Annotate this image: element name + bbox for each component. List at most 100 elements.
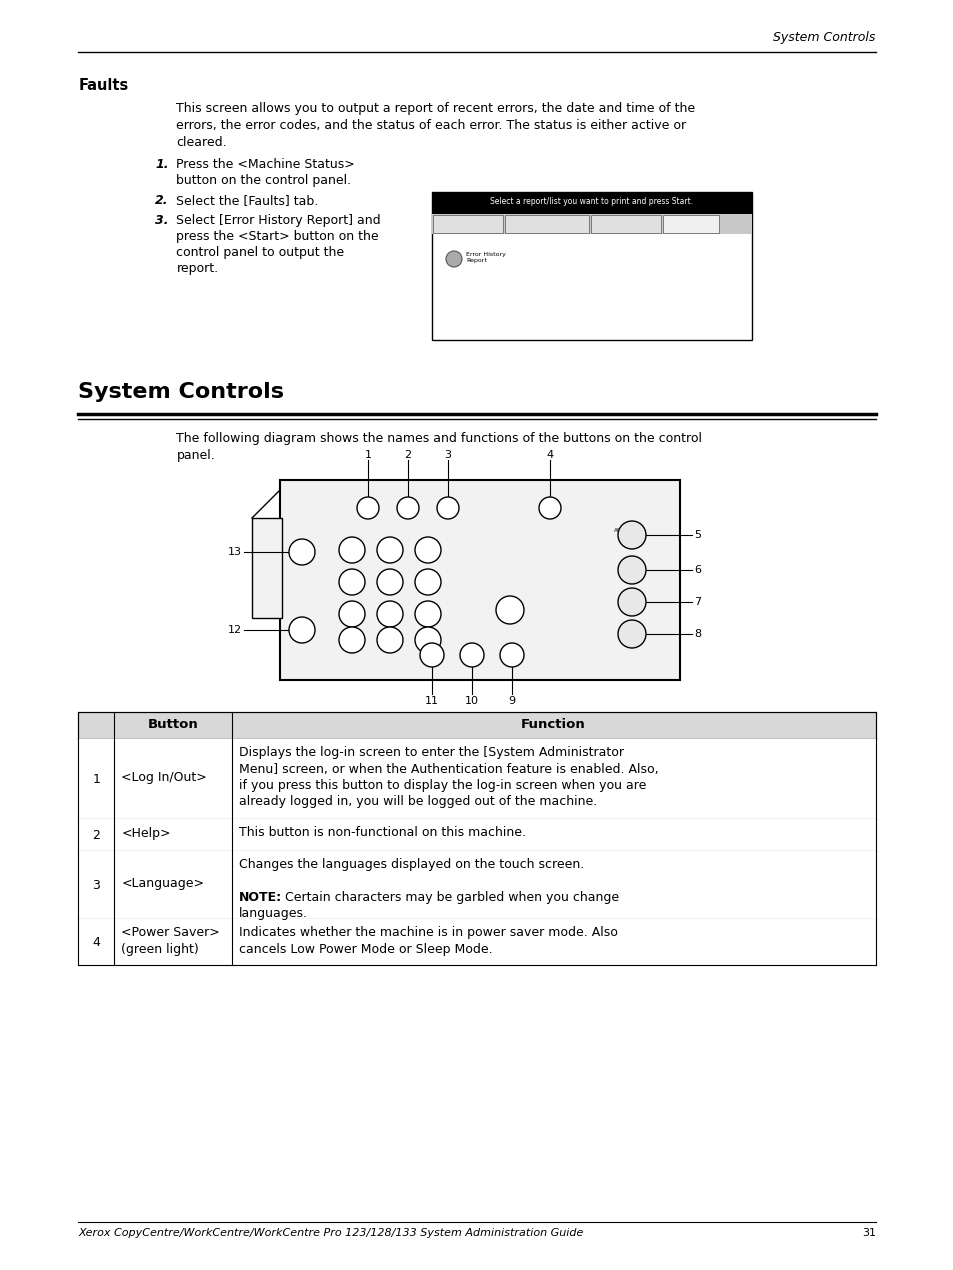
- Bar: [433, 215, 502, 232]
- Text: 3: 3: [444, 450, 451, 460]
- Text: 1: 1: [349, 544, 354, 552]
- Ellipse shape: [356, 497, 378, 519]
- Text: Select [Error History Report] and: Select [Error History Report] and: [176, 215, 380, 227]
- Text: 3: 3: [425, 544, 430, 552]
- Ellipse shape: [415, 537, 440, 563]
- Ellipse shape: [415, 627, 440, 653]
- Text: AC: AC: [614, 528, 621, 533]
- Text: cancels Low Power Mode or Sleep Mode.: cancels Low Power Mode or Sleep Mode.: [239, 942, 493, 955]
- Text: control panel to output the: control panel to output the: [176, 246, 344, 259]
- Text: Error History
Report: Error History Report: [465, 251, 505, 263]
- Ellipse shape: [618, 521, 645, 549]
- Bar: [78, 739, 875, 819]
- Text: Select a report/list you want to print and press Start.: Select a report/list you want to print a…: [490, 197, 693, 206]
- Text: press the <Start> button on the: press the <Start> button on the: [176, 230, 378, 243]
- Text: 6: 6: [425, 577, 430, 585]
- Ellipse shape: [415, 601, 440, 627]
- Ellipse shape: [338, 537, 365, 563]
- Text: report.: report.: [176, 262, 218, 276]
- Ellipse shape: [376, 569, 402, 596]
- Text: Faults: Faults: [682, 217, 699, 222]
- Text: Certain characters may be garbled when you change: Certain characters may be garbled when y…: [281, 892, 618, 904]
- Text: 1: 1: [92, 773, 100, 786]
- Text: panel.: panel.: [176, 450, 215, 462]
- Text: <Language>: <Language>: [121, 878, 204, 890]
- Ellipse shape: [618, 588, 645, 616]
- Text: <Power Saver>: <Power Saver>: [121, 926, 220, 939]
- Ellipse shape: [446, 251, 461, 267]
- Text: 2.: 2.: [154, 194, 169, 207]
- Text: System Controls: System Controls: [773, 30, 875, 44]
- Text: button on the control panel.: button on the control panel.: [176, 174, 352, 187]
- Text: 9: 9: [425, 608, 430, 617]
- Ellipse shape: [459, 643, 483, 667]
- Text: Machine
Status: Machine Status: [456, 217, 479, 227]
- Text: 8: 8: [387, 608, 392, 617]
- Ellipse shape: [376, 627, 402, 653]
- Bar: [78, 919, 875, 965]
- Ellipse shape: [376, 537, 402, 563]
- Ellipse shape: [338, 569, 365, 596]
- Text: 10: 10: [464, 696, 478, 706]
- Text: (green light): (green light): [121, 942, 199, 955]
- Bar: [78, 851, 875, 919]
- Ellipse shape: [338, 627, 365, 653]
- Text: 4: 4: [546, 450, 553, 460]
- Ellipse shape: [419, 643, 443, 667]
- Text: 4: 4: [349, 577, 355, 585]
- Bar: [78, 819, 875, 851]
- Text: 5: 5: [693, 530, 700, 540]
- Text: 8: 8: [693, 629, 700, 639]
- Text: Consumables: Consumables: [607, 217, 644, 222]
- Text: 11: 11: [424, 696, 438, 706]
- Text: Indicates whether the machine is in power saver mode. Also: Indicates whether the machine is in powe…: [239, 926, 618, 939]
- Text: Menu] screen, or when the Authentication feature is enabled. Also,: Menu] screen, or when the Authentication…: [239, 762, 659, 776]
- Ellipse shape: [618, 620, 645, 648]
- Bar: [280, 480, 679, 679]
- Text: cleared.: cleared.: [176, 136, 227, 149]
- Text: Button: Button: [148, 718, 198, 732]
- Text: Select the [Faults] tab.: Select the [Faults] tab.: [176, 194, 318, 207]
- Text: 6: 6: [693, 565, 700, 575]
- Text: errors, the error codes, and the status of each error. The status is either acti: errors, the error codes, and the status …: [176, 119, 686, 132]
- Text: <Log In/Out>: <Log In/Out>: [121, 771, 207, 784]
- Text: 5: 5: [387, 577, 392, 585]
- Text: 9: 9: [508, 696, 515, 706]
- Text: 2: 2: [387, 544, 392, 552]
- Ellipse shape: [289, 538, 314, 565]
- Text: 4: 4: [92, 936, 100, 949]
- Text: 12: 12: [228, 625, 242, 635]
- Text: This button is non-functional on this machine.: This button is non-functional on this ma…: [239, 826, 526, 839]
- Ellipse shape: [415, 569, 440, 596]
- Text: 1.: 1.: [154, 157, 169, 171]
- Text: System Controls: System Controls: [78, 382, 284, 403]
- Text: 7: 7: [349, 608, 355, 617]
- Bar: [590, 215, 660, 232]
- Ellipse shape: [376, 601, 402, 627]
- Text: 2: 2: [404, 450, 411, 460]
- Text: Billing Meter /
Print Report: Billing Meter / Print Report: [528, 217, 565, 227]
- Text: Faults: Faults: [78, 77, 129, 93]
- Text: The following diagram shows the names and functions of the buttons on the contro: The following diagram shows the names an…: [176, 432, 701, 444]
- Bar: [662, 215, 719, 232]
- Text: NOTE:: NOTE:: [239, 892, 282, 904]
- Ellipse shape: [289, 617, 314, 643]
- Ellipse shape: [338, 601, 365, 627]
- Ellipse shape: [496, 596, 523, 624]
- Ellipse shape: [618, 556, 645, 584]
- Ellipse shape: [499, 643, 523, 667]
- Text: languages.: languages.: [239, 908, 308, 921]
- Text: <Help>: <Help>: [121, 827, 171, 839]
- Text: 2: 2: [92, 829, 100, 842]
- Text: Displays the log-in screen to enter the [System Administrator: Displays the log-in screen to enter the …: [239, 745, 623, 759]
- Text: already logged in, you will be logged out of the machine.: already logged in, you will be logged ou…: [239, 795, 597, 809]
- Bar: [78, 712, 875, 739]
- Bar: [432, 192, 751, 340]
- Text: 3: 3: [92, 879, 100, 892]
- Text: if you press this button to display the log-in screen when you are: if you press this button to display the …: [239, 779, 646, 792]
- Ellipse shape: [436, 497, 458, 519]
- Ellipse shape: [396, 497, 418, 519]
- Text: 1: 1: [364, 450, 371, 460]
- Text: Press the <Machine Status>: Press the <Machine Status>: [176, 157, 355, 171]
- Text: Function: Function: [520, 718, 585, 732]
